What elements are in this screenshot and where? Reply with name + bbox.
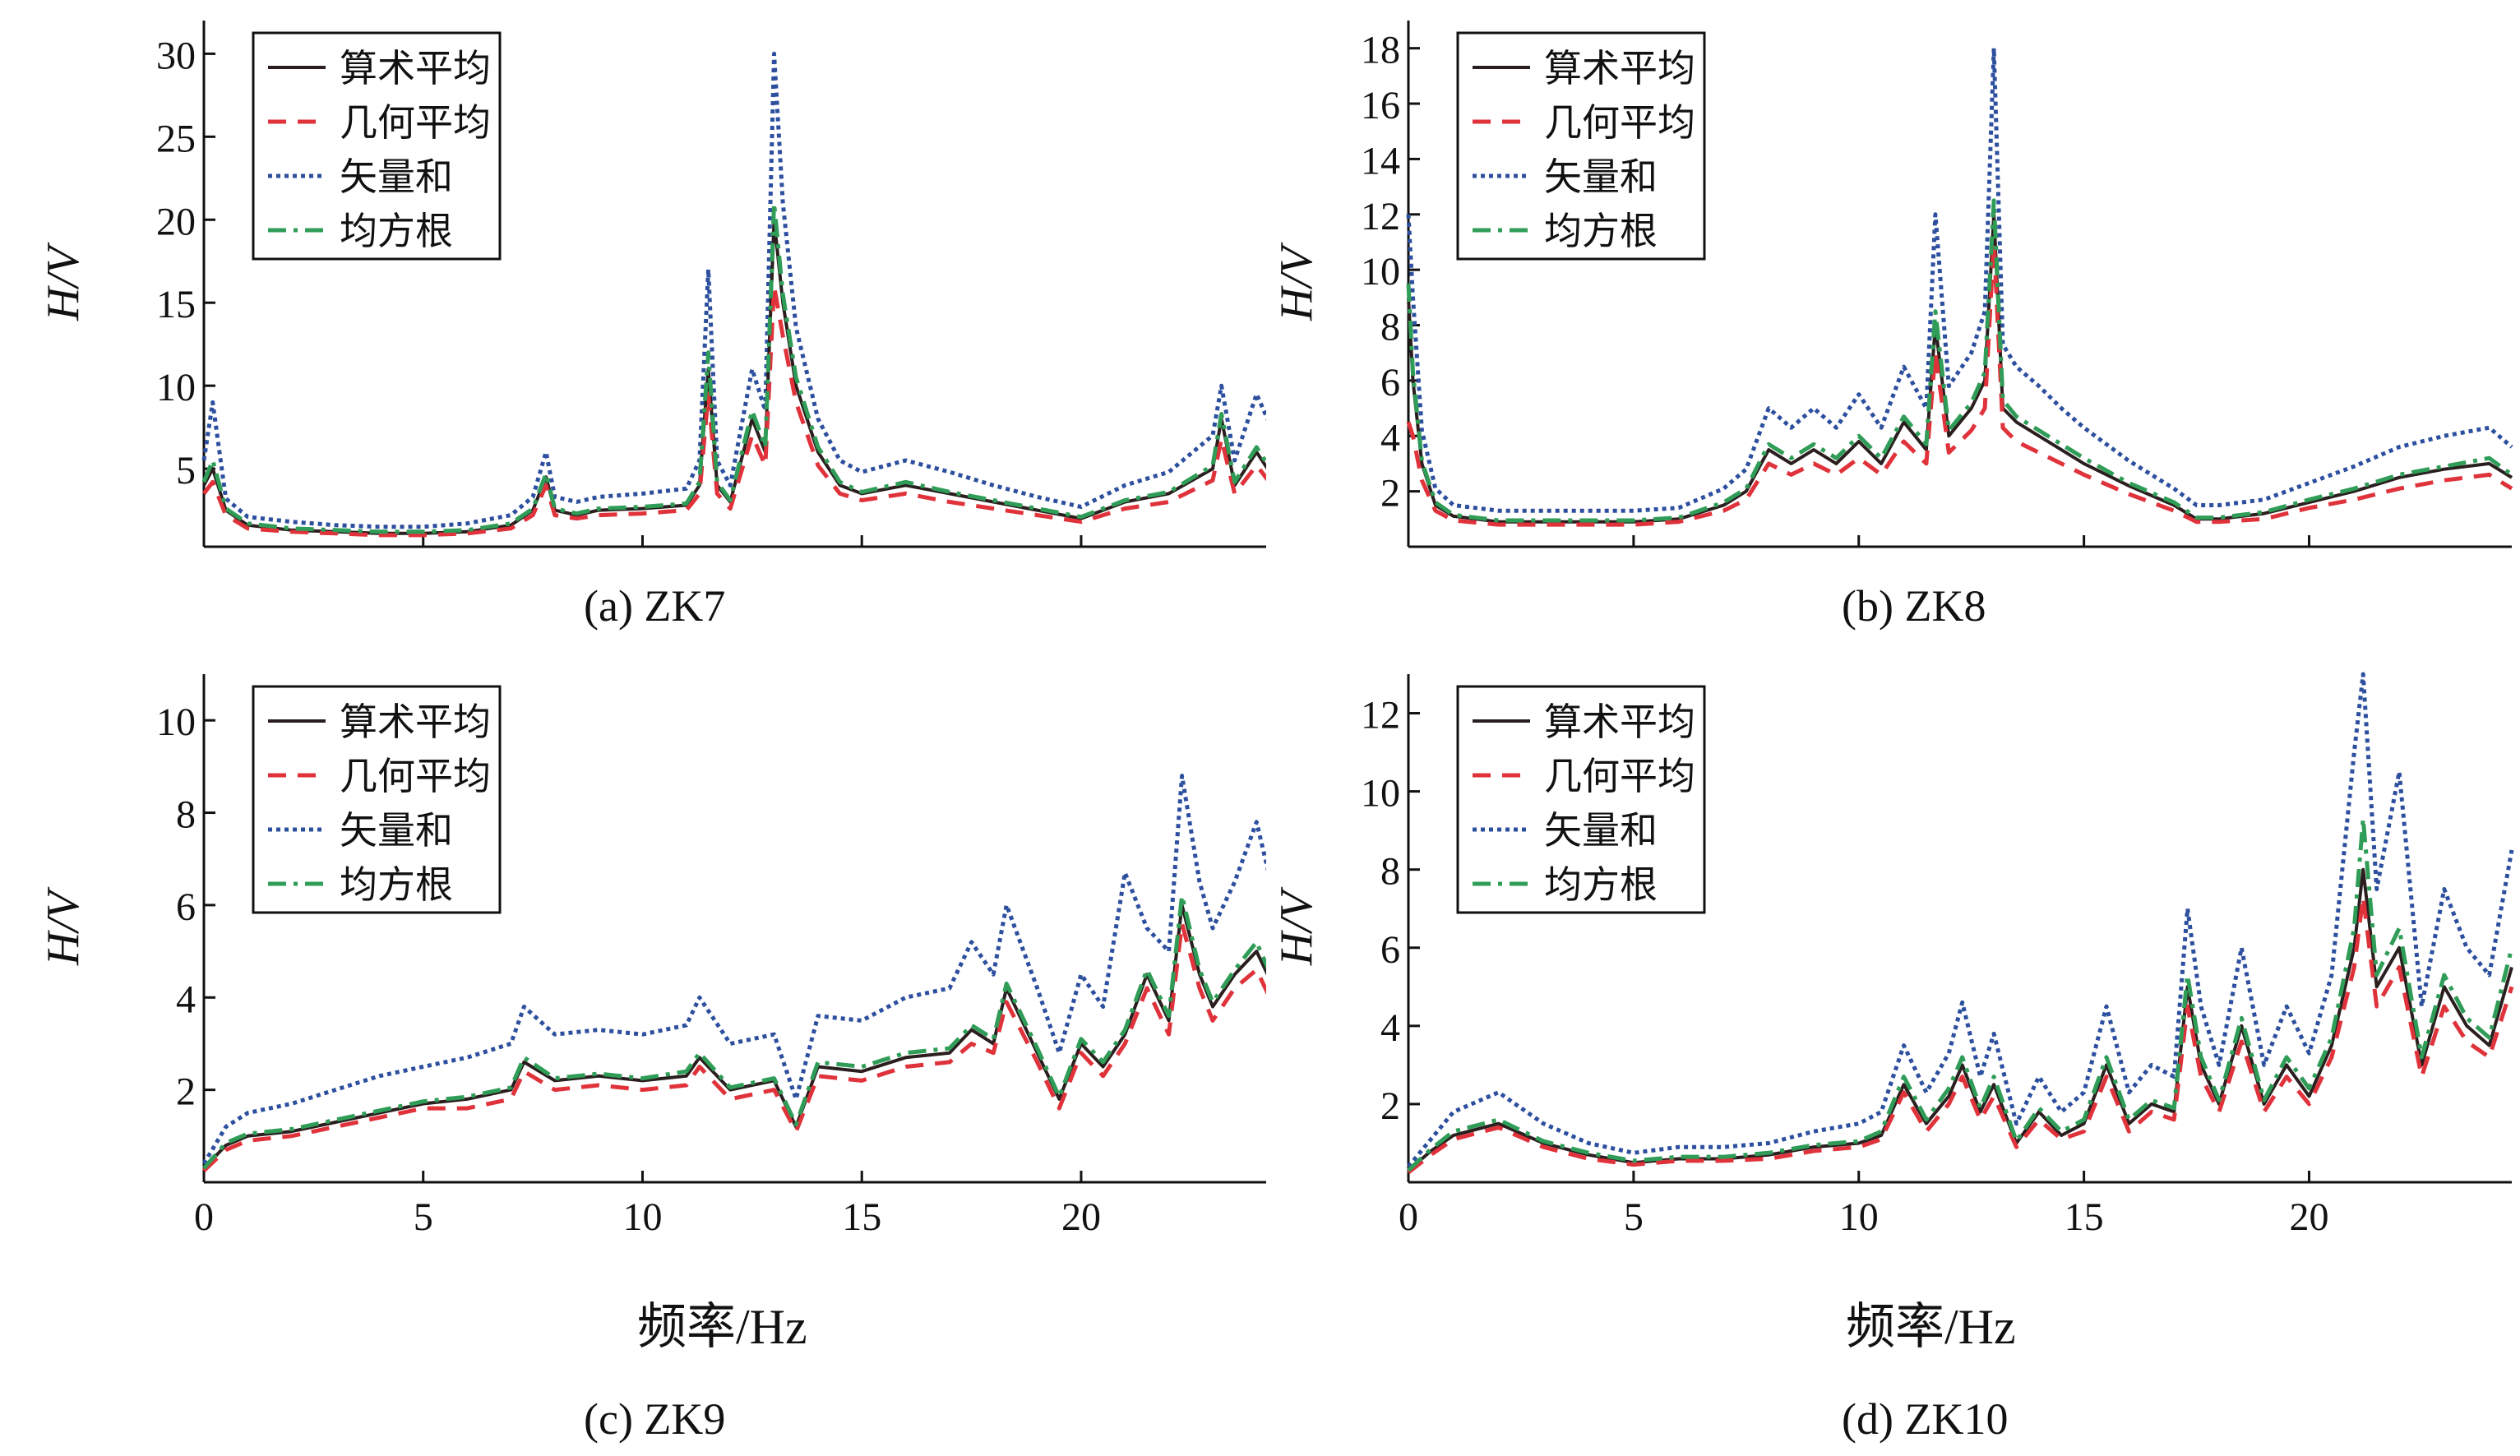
- y-tick-label: 6: [1380, 928, 1400, 972]
- legend-label: 均方根: [1544, 864, 1658, 906]
- y-tick-label: 12: [1361, 694, 1400, 737]
- y-tick-label: 8: [1380, 850, 1400, 894]
- y-tick-label: 30: [156, 34, 196, 77]
- x-tick-label: 20: [1061, 1195, 1101, 1239]
- legend-box: [1456, 31, 1706, 261]
- legend-label: 均方根: [340, 210, 453, 252]
- series-line-1: [1407, 212, 2513, 524]
- series-line-4: [201, 201, 1266, 534]
- legend-box: [252, 31, 502, 261]
- series-line-2: [202, 284, 1266, 538]
- y-tick-label: 25: [156, 117, 196, 160]
- y-tick-label: 18: [1361, 29, 1400, 72]
- x-tick-label: 20: [2290, 1195, 2329, 1239]
- series-line-4: [202, 894, 1266, 1170]
- legend-label: 几何平均: [1544, 756, 1695, 797]
- y-tick-label: 15: [156, 283, 196, 326]
- y-tick-label: 4: [1380, 1006, 1400, 1050]
- series-line-3: [201, 51, 1266, 529]
- y-axis-label: H/V: [1271, 242, 1322, 321]
- legend-box: [1456, 685, 1706, 914]
- y-tick-label: 4: [176, 978, 196, 1021]
- legend-label: 算术平均: [340, 701, 491, 743]
- series-line-2: [202, 921, 1266, 1172]
- y-tick-label: 2: [1380, 1084, 1400, 1128]
- caption-zk7: (a) ZK7: [584, 581, 726, 631]
- legend-label: 矢量和: [340, 156, 453, 198]
- x-tick-label: 5: [1624, 1195, 1644, 1239]
- y-tick-label: 5: [176, 449, 196, 492]
- y-axis-label: H/V: [38, 242, 89, 321]
- legend-label: 几何平均: [340, 756, 491, 797]
- caption-zk10: (d) ZK10: [1842, 1394, 2009, 1444]
- legend-label: 算术平均: [1544, 48, 1695, 90]
- y-tick-label: 2: [1380, 472, 1400, 515]
- y-tick-label: 2: [176, 1070, 196, 1114]
- y-tick-label: 10: [1361, 772, 1400, 816]
- x-tick-label: 0: [194, 1195, 214, 1239]
- y-tick-label: 6: [176, 885, 196, 929]
- series-line-4: [1407, 816, 2514, 1172]
- legend-label: 算术平均: [340, 48, 491, 90]
- legend-label: 几何平均: [340, 102, 491, 144]
- legend-label: 均方根: [1544, 210, 1658, 252]
- x-tick-label: 5: [414, 1195, 433, 1239]
- y-tick-label: 14: [1361, 139, 1400, 183]
- series-line-1: [202, 218, 1266, 535]
- x-axis-label-right: 频率/Hz: [1846, 1300, 2016, 1354]
- legend-label: 几何平均: [1544, 102, 1695, 144]
- legend-label: 矢量和: [1544, 810, 1658, 852]
- y-tick-label: 10: [156, 366, 196, 409]
- y-tick-label: 16: [1361, 84, 1400, 127]
- series-line-3: [1407, 672, 2514, 1168]
- caption-zk8: (b) ZK8: [1842, 581, 1986, 631]
- series-line-4: [1406, 198, 2513, 523]
- y-tick-label: 8: [176, 793, 196, 837]
- series-line-1: [1407, 867, 2513, 1172]
- x-tick-label: 10: [1839, 1195, 1879, 1239]
- x-tick-label: 10: [622, 1195, 662, 1239]
- series-line-2: [1407, 894, 2514, 1175]
- x-tick-label: 15: [2065, 1195, 2104, 1239]
- x-axis-label-left: 频率/Hz: [637, 1300, 807, 1354]
- x-tick-label: 15: [842, 1195, 881, 1239]
- series-line-3: [1406, 46, 2513, 513]
- y-tick-label: 6: [1380, 361, 1400, 404]
- y-tick-label: 10: [1361, 250, 1400, 294]
- series-line-2: [1406, 240, 2513, 527]
- series-line-3: [201, 774, 1266, 1165]
- legend-label: 均方根: [340, 864, 453, 906]
- legend-label: 矢量和: [1544, 156, 1658, 198]
- legend-box: [252, 685, 502, 914]
- y-axis-label: H/V: [38, 886, 89, 966]
- y-tick-label: 20: [156, 200, 196, 243]
- caption-zk9: (c) ZK9: [584, 1394, 726, 1444]
- y-tick-label: 10: [156, 700, 196, 744]
- legend-label: 算术平均: [1544, 701, 1695, 743]
- legend-label: 矢量和: [340, 810, 453, 852]
- x-tick-label: 0: [1399, 1195, 1418, 1239]
- y-axis-label: H/V: [1271, 886, 1322, 966]
- y-tick-label: 12: [1361, 195, 1400, 238]
- series-line-1: [202, 903, 1266, 1170]
- y-tick-label: 4: [1380, 416, 1400, 460]
- y-tick-label: 8: [1380, 306, 1400, 349]
